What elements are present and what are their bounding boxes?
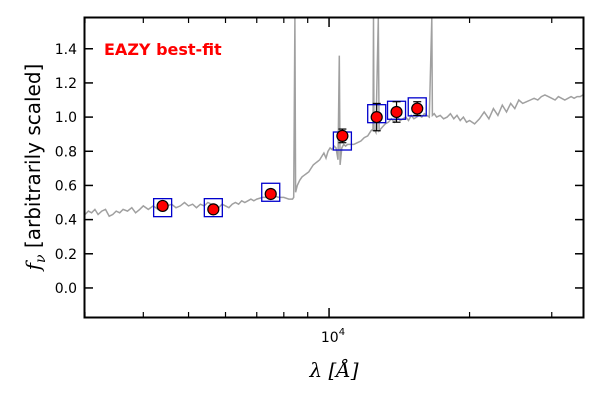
model-flux-box-0 (152, 198, 173, 218)
observed-flux-point-4 (370, 110, 383, 124)
y-tick-label-1: 0.2 (55, 247, 77, 263)
x-axis-label: λ [Å] (308, 357, 358, 382)
model-flux-box-1 (203, 198, 223, 218)
plot-content (85, 18, 583, 218)
axis-ticks: 0.0 0.2 0.4 0.6 0.8 1.0 1.2 1.4 (55, 18, 583, 317)
observed-flux-point-2 (264, 187, 277, 201)
plot-frame (83, 16, 585, 319)
observed-flux-point-6 (411, 102, 424, 115)
observed-flux-point-5 (390, 105, 403, 119)
y-tick-label-7: 1.4 (55, 42, 77, 58)
y-tick-label-3: 0.6 (55, 178, 77, 194)
model-spectrum-line (85, 18, 583, 218)
annotation-eazy-best-fit: EAZY best-fit (104, 40, 222, 59)
x-tick-label-10000: 104 (321, 327, 345, 346)
y-axis-label: fν [arbitrarily scaled] (21, 64, 49, 273)
observed-flux-point-0 (156, 199, 169, 213)
observed-flux-point-1 (207, 203, 220, 216)
model-flux-box-2 (261, 182, 281, 202)
svg-text:104: 104 (321, 327, 345, 346)
y-tick-label-5: 1.0 (55, 110, 77, 126)
svg-text:fν [arbitrarily scaled]: fν [arbitrarily scaled] (21, 64, 49, 273)
observed-flux-point-3 (336, 129, 349, 142)
y-tick-label-2: 0.4 (55, 213, 77, 229)
y-tick-label-4: 0.8 (55, 144, 77, 160)
y-tick-label-0: 0.0 (55, 281, 77, 297)
y-tick-label-6: 1.2 (55, 76, 77, 92)
